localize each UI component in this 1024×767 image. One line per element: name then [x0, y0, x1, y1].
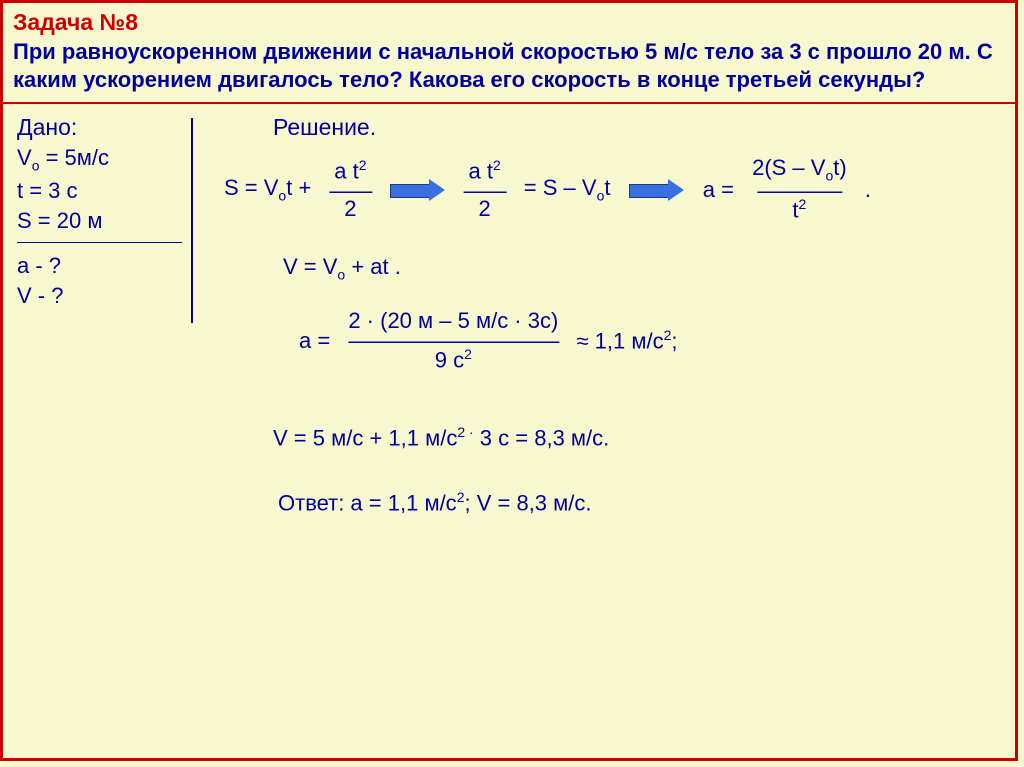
given-block: Дано: Vо = 5м/с t = 3 с S = 20 м a - ? V…: [17, 114, 187, 312]
given-v0: Vо = 5м/с: [17, 145, 187, 173]
solution-area: Дано: Vо = 5м/с t = 3 с S = 20 м a - ? V…: [3, 104, 1015, 124]
fraction-a-numeric: 2 · (20 м – 5 м/с · 3с) —————————— 9 с2: [348, 309, 558, 372]
fraction-at2-1: a t2 —— 2: [329, 158, 371, 221]
given-s: S = 20 м: [17, 208, 187, 234]
problem-header: Задача №8 При равноускоренном движении с…: [3, 3, 1015, 104]
equation-v-calc: V = 5 м/с + 1,1 м/с2 · 3 с = 8,3 м/с.: [273, 424, 609, 451]
problem-title: Задача №8: [13, 9, 1005, 36]
vertical-divider: [191, 118, 193, 323]
fraction-at2-2: a t2 —— 2: [464, 158, 506, 221]
given-t: t = 3 с: [17, 178, 187, 204]
equation-v: V = Vо + at .: [283, 254, 401, 282]
equation-s-derivation: S = Vоt + a t2 —— 2 a t2 —— 2 = S – Vоt …: [218, 156, 877, 222]
given-separator: [17, 242, 182, 243]
arrow-icon: [629, 179, 685, 201]
problem-statement: При равноускоренном движении с начальной…: [13, 38, 1005, 94]
arrow-icon: [390, 179, 446, 201]
physics-problem-page: Задача №8 При равноускоренном движении с…: [0, 0, 1018, 761]
solution-label: Решение.: [273, 114, 376, 141]
fraction-a-result: 2(S – Vоt) ———— t2: [752, 156, 847, 222]
given-q1: a - ?: [17, 253, 187, 279]
given-label: Дано:: [17, 114, 187, 141]
answer-line: Ответ: a = 1,1 м/с2; V = 8,3 м/с.: [278, 489, 592, 516]
equation-a-calc: a = 2 · (20 м – 5 м/с · 3с) —————————— 9…: [293, 309, 684, 372]
given-q2: V - ?: [17, 283, 187, 309]
